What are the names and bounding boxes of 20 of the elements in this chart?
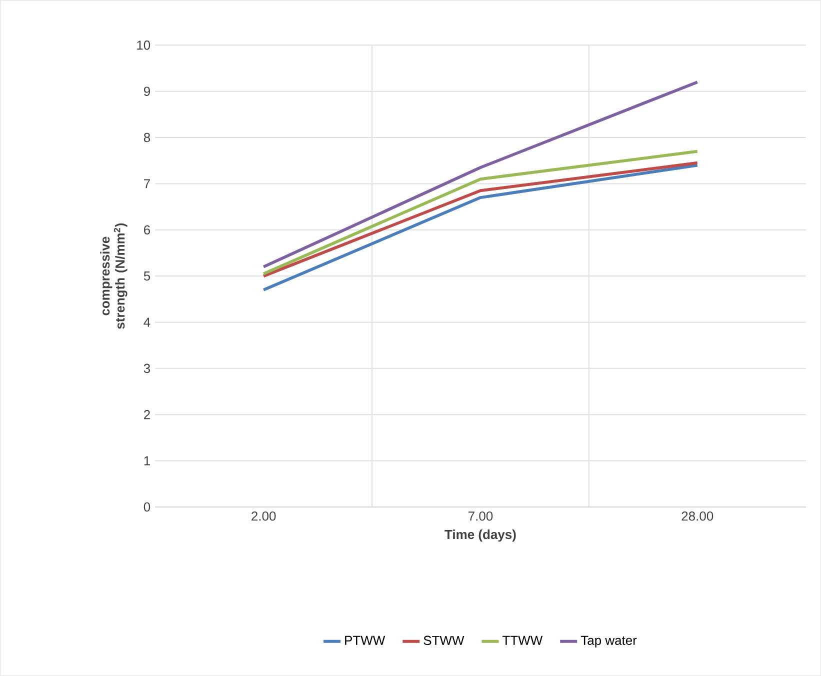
legend-label: TTWW [502, 636, 543, 645]
y-tick-label: 6 [144, 225, 150, 234]
y-tick-label: 4 [144, 318, 150, 327]
legend-label: PTWW [345, 636, 386, 645]
y-tick-label: 2 [144, 410, 150, 420]
y-tick-label: 1 [144, 456, 150, 466]
x-tick-label: 2.00 [252, 511, 276, 521]
x-tick-label: 28.00 [682, 511, 714, 521]
y-tick-label: 9 [144, 86, 150, 96]
y-tick-label: 8 [144, 132, 150, 142]
y-tick-label: 7 [144, 179, 150, 188]
x-axis-title: Time (days) [444, 530, 516, 542]
y-tick-label: 10 [137, 40, 150, 50]
legend-label: STWW [424, 636, 464, 645]
y-tick-label: 5 [144, 271, 150, 281]
y-axis-title: compressive strength (N/mm$^{2}$) [100, 223, 128, 329]
legend-label: Tap water [580, 636, 637, 648]
y-tick-label: 0 [144, 502, 150, 512]
x-tick-label: 7.00 [468, 511, 493, 521]
y-tick-label: 3 [144, 364, 150, 373]
